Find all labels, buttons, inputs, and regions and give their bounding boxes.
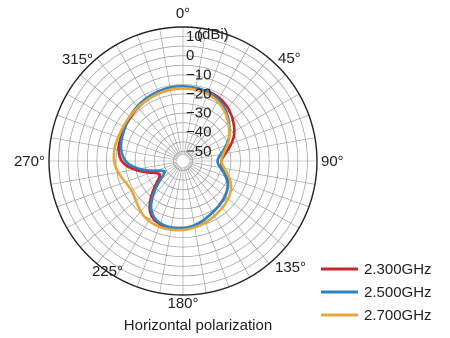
grid-spoke bbox=[183, 28, 207, 156]
series-line-3 bbox=[112, 87, 233, 232]
grid-spoke bbox=[188, 163, 300, 229]
grid-spoke bbox=[183, 166, 207, 294]
angle-label: 0° bbox=[176, 5, 190, 22]
angle-label: 270° bbox=[14, 153, 45, 170]
radial-unit-label: (dBi) bbox=[197, 26, 229, 43]
radial-tick-label: −20 bbox=[186, 85, 211, 102]
grid-spoke bbox=[188, 161, 316, 185]
grid-spoke bbox=[185, 166, 251, 278]
grid-spoke bbox=[50, 161, 178, 185]
legend: 2.300GHz 2.500GHz 2.700GHz bbox=[321, 261, 432, 324]
legend-label: 2.700GHz bbox=[364, 307, 432, 324]
grid-ring bbox=[58, 36, 308, 286]
grid-spoke bbox=[188, 137, 316, 161]
grid-spoke bbox=[188, 114, 310, 160]
radial-tick-label: −10 bbox=[186, 66, 211, 83]
radial-tick-labels: 10 0 −10 −20 −30 −40 −50 bbox=[186, 28, 211, 160]
chart-caption: Horizontal polarization bbox=[124, 317, 272, 334]
angle-label: 90° bbox=[321, 153, 344, 170]
angle-label: 180° bbox=[167, 295, 198, 312]
grid-ring bbox=[153, 131, 213, 191]
grid-ring bbox=[96, 74, 270, 248]
grid-spoke bbox=[96, 165, 180, 264]
radial-tick-label: −40 bbox=[186, 124, 211, 141]
outer-ring bbox=[48, 26, 318, 296]
angle-label: 45° bbox=[278, 50, 301, 67]
grid-spoke bbox=[184, 166, 230, 288]
angle-labels: 0° 45° 90° 135° 180° 225° 270° 315° bbox=[14, 5, 344, 312]
grid-ring bbox=[77, 55, 289, 267]
angle-label: 135° bbox=[275, 259, 306, 276]
grid-spoke bbox=[136, 34, 182, 156]
series-layer bbox=[112, 85, 236, 232]
grid-ring bbox=[86, 64, 280, 258]
grid-spoke bbox=[188, 162, 310, 208]
grid-spoke bbox=[186, 165, 270, 264]
polar-grid bbox=[48, 26, 318, 296]
radial-tick-label: −50 bbox=[186, 143, 211, 160]
angle-label: 315° bbox=[62, 51, 93, 68]
grid-ring bbox=[67, 45, 299, 277]
angle-label: 225° bbox=[92, 263, 123, 280]
radial-tick-label: −30 bbox=[186, 105, 211, 122]
grid-spoke bbox=[187, 164, 286, 248]
grid-ring bbox=[106, 84, 260, 238]
legend-label: 2.500GHz bbox=[364, 284, 432, 301]
grid-spoke bbox=[187, 74, 286, 158]
legend-label: 2.300GHz bbox=[364, 261, 432, 278]
grid-ring bbox=[134, 112, 232, 210]
grid-ring bbox=[173, 151, 193, 171]
radial-tick-label: 10 bbox=[186, 28, 203, 45]
grid-spoke bbox=[188, 93, 300, 159]
grid-spoke bbox=[159, 28, 183, 156]
radial-tick-label: 0 bbox=[186, 47, 194, 64]
grid-ring bbox=[163, 141, 203, 181]
